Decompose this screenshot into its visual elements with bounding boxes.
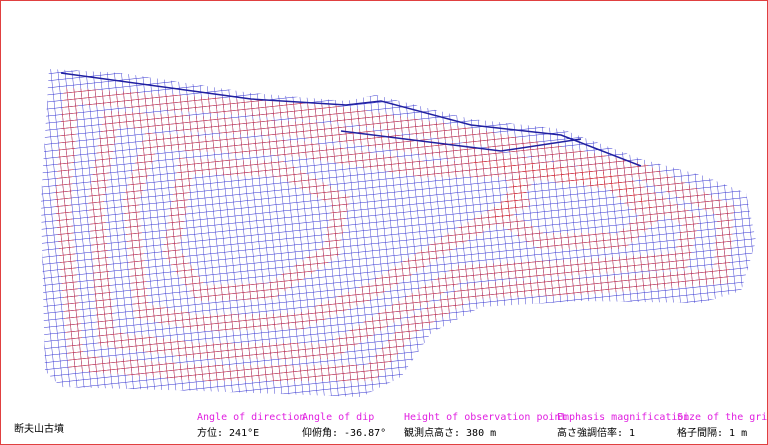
parameter-value: 観測点高さ: 380 m <box>404 428 497 439</box>
parameter-label: Angle of direction <box>197 412 306 423</box>
parameter-value: 格子間隔: 1 m <box>677 428 748 439</box>
parameter-value: 方位: 241°E <box>197 428 260 439</box>
parameter-label: Emphasis magnification <box>557 412 690 423</box>
parameter-label: Height of observation point <box>404 412 567 423</box>
site-name: 断夫山古墳 <box>14 424 64 435</box>
parameter-value: 高さ強調倍率: 1 <box>557 428 636 439</box>
parameter-value: 仰俯角: -36.87° <box>302 428 387 439</box>
parameter-label: Angle of dip <box>302 412 375 423</box>
parameter-label: Size of the grid <box>677 412 768 423</box>
